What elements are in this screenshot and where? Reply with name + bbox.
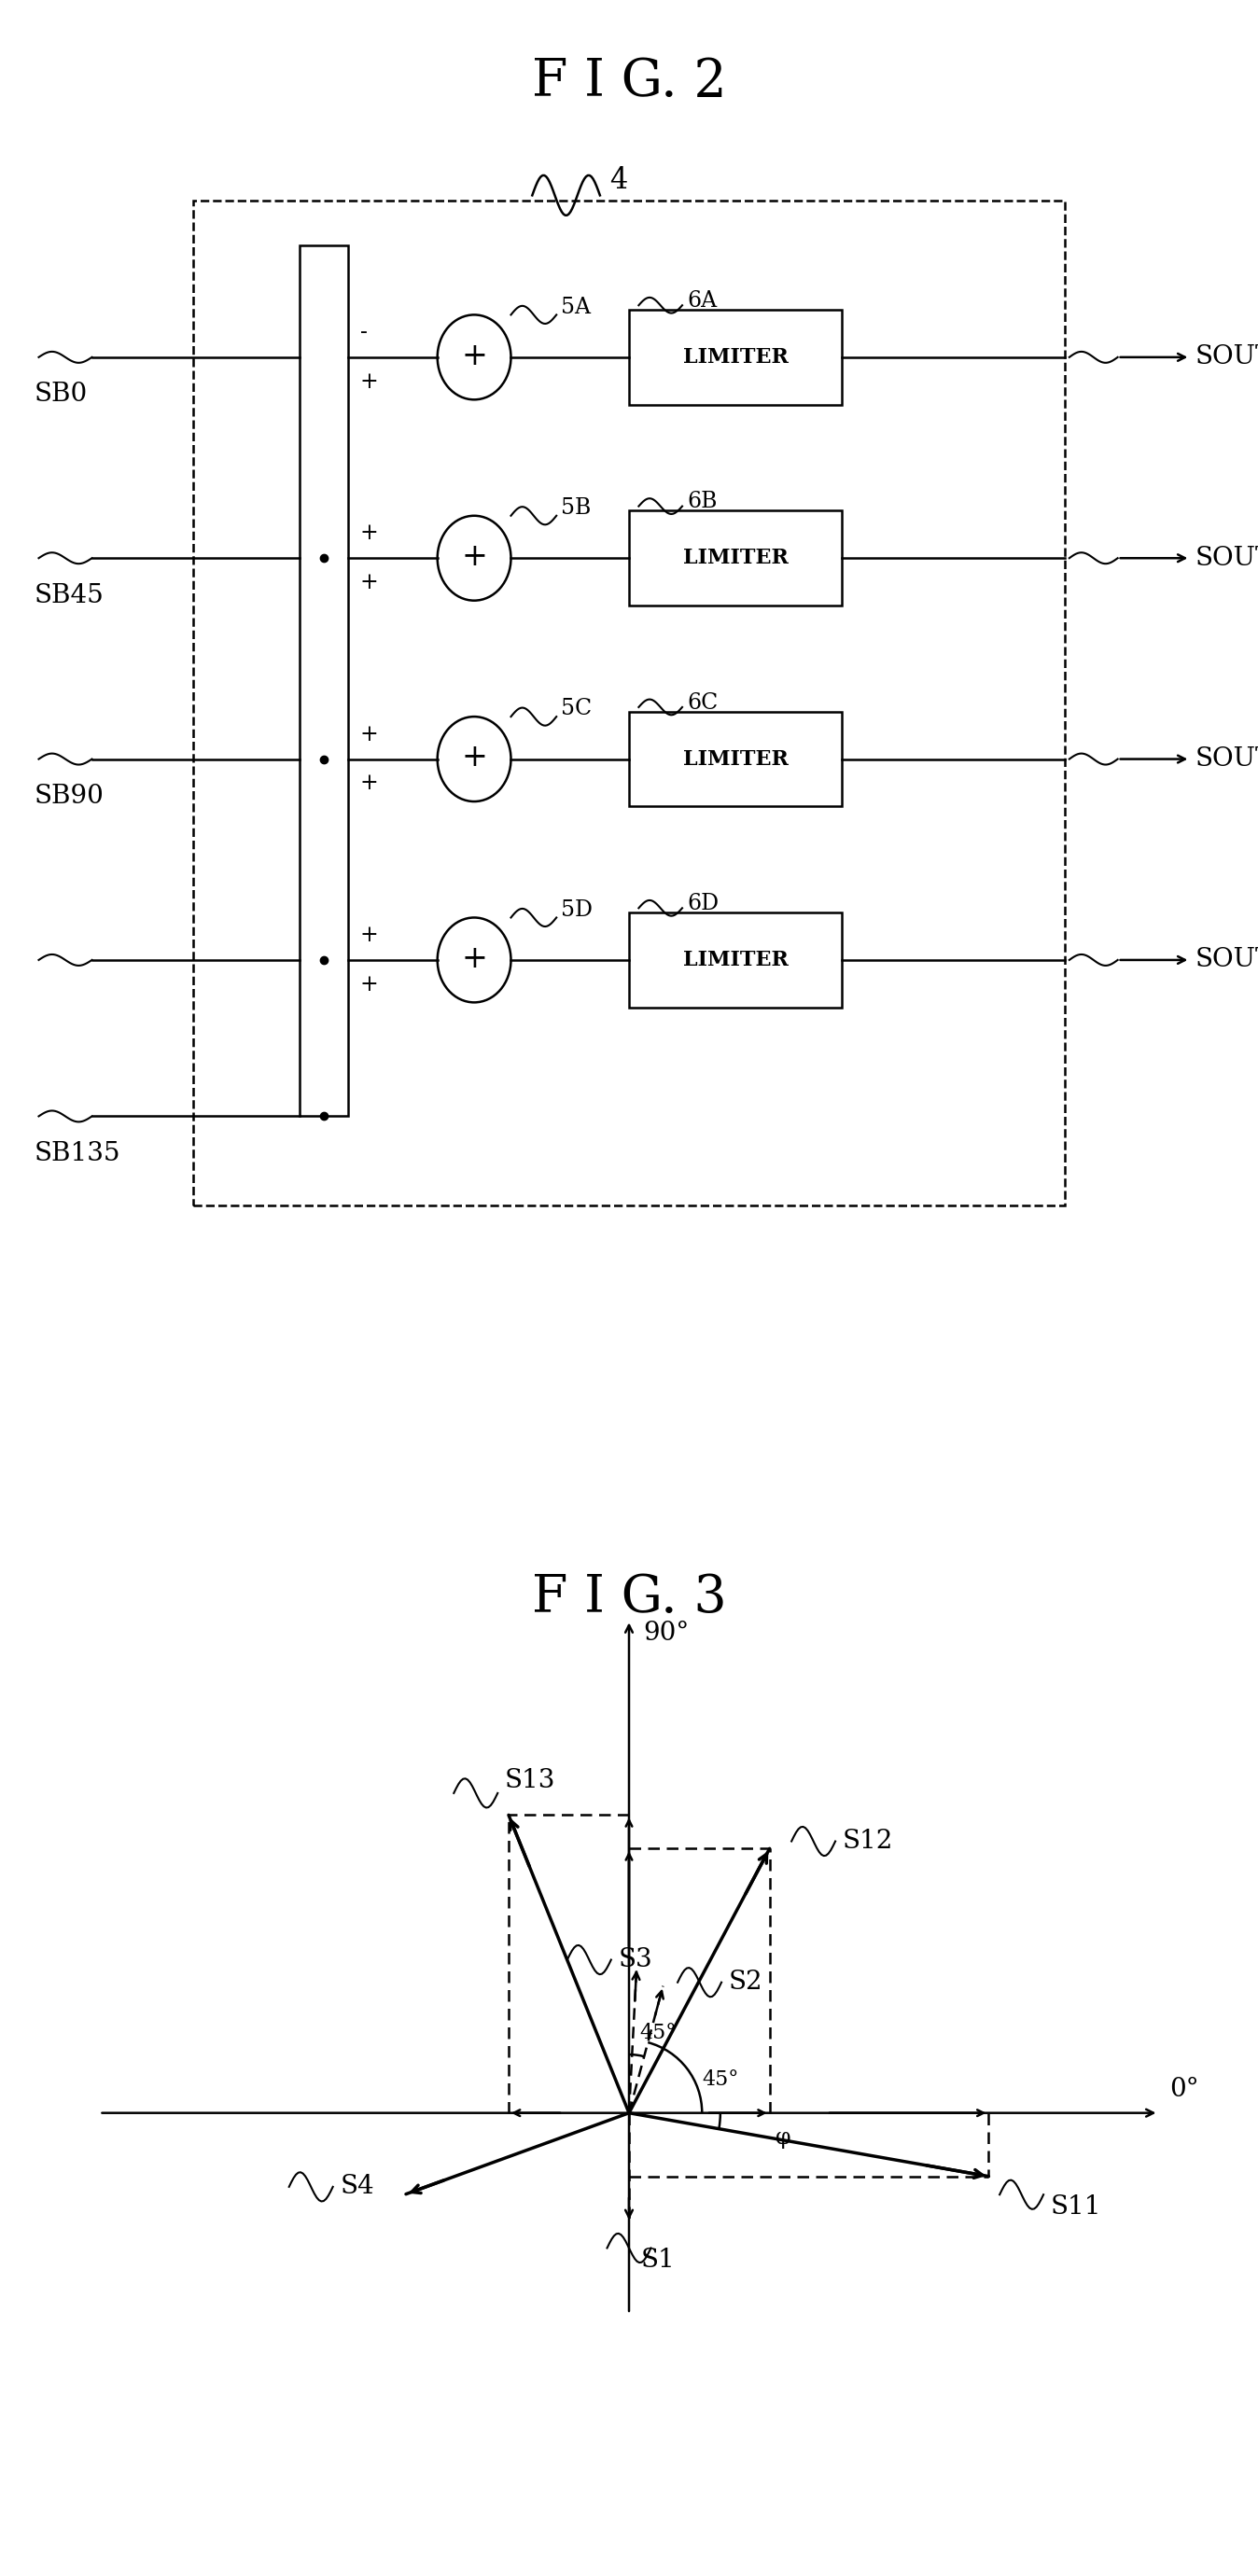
Text: 0°: 0° xyxy=(1170,2076,1199,2102)
Text: 5D: 5D xyxy=(561,899,593,920)
Text: +: + xyxy=(360,572,379,592)
Text: F I G. 2: F I G. 2 xyxy=(532,57,726,106)
Text: SOUT45: SOUT45 xyxy=(1195,546,1258,572)
Text: 4: 4 xyxy=(610,167,628,196)
Text: SOUT0: SOUT0 xyxy=(1195,345,1258,371)
Text: LIMITER: LIMITER xyxy=(683,348,788,368)
Text: LIMITER: LIMITER xyxy=(683,951,788,971)
Bar xyxy=(299,245,348,1115)
Text: +: + xyxy=(360,371,379,392)
Text: SB0: SB0 xyxy=(34,381,87,407)
Text: S2: S2 xyxy=(728,1971,762,1994)
Bar xyxy=(629,711,842,806)
Text: SB90: SB90 xyxy=(34,783,103,809)
Text: +: + xyxy=(462,340,487,371)
Text: +: + xyxy=(360,773,379,793)
Bar xyxy=(629,912,842,1007)
Text: S13: S13 xyxy=(504,1767,556,1793)
Text: S12: S12 xyxy=(843,1829,893,1855)
Text: SB135: SB135 xyxy=(34,1141,121,1167)
Text: +: + xyxy=(462,541,487,572)
Text: LIMITER: LIMITER xyxy=(683,549,788,569)
Bar xyxy=(194,201,1064,1206)
Text: 45°: 45° xyxy=(702,2071,738,2089)
Text: S4: S4 xyxy=(340,2174,375,2200)
Text: 6D: 6D xyxy=(687,894,718,914)
Text: S1: S1 xyxy=(642,2249,676,2272)
Text: SB45: SB45 xyxy=(34,582,103,608)
Text: 5A: 5A xyxy=(561,296,591,317)
Text: 6A: 6A xyxy=(687,291,717,312)
Text: S3: S3 xyxy=(619,1947,653,1973)
Text: 6C: 6C xyxy=(687,693,718,714)
Text: SOUT90: SOUT90 xyxy=(1195,747,1258,773)
Text: +: + xyxy=(360,974,379,994)
Bar xyxy=(629,309,842,404)
Bar xyxy=(629,510,842,605)
Text: +: + xyxy=(360,724,379,744)
Text: 90°: 90° xyxy=(644,1620,689,1646)
Text: 5C: 5C xyxy=(561,698,593,719)
Text: S11: S11 xyxy=(1050,2195,1102,2221)
Text: φ: φ xyxy=(775,2128,790,2148)
Text: 6B: 6B xyxy=(687,492,717,513)
Text: F I G. 3: F I G. 3 xyxy=(532,1571,726,1623)
Text: SOUT135: SOUT135 xyxy=(1195,948,1258,974)
Text: +: + xyxy=(360,925,379,945)
Text: 5B: 5B xyxy=(561,497,591,518)
Text: LIMITER: LIMITER xyxy=(683,750,788,770)
Text: +: + xyxy=(360,523,379,544)
Text: +: + xyxy=(462,943,487,974)
Text: -: - xyxy=(360,322,367,343)
Text: 45°: 45° xyxy=(640,2022,677,2043)
Text: +: + xyxy=(462,742,487,773)
